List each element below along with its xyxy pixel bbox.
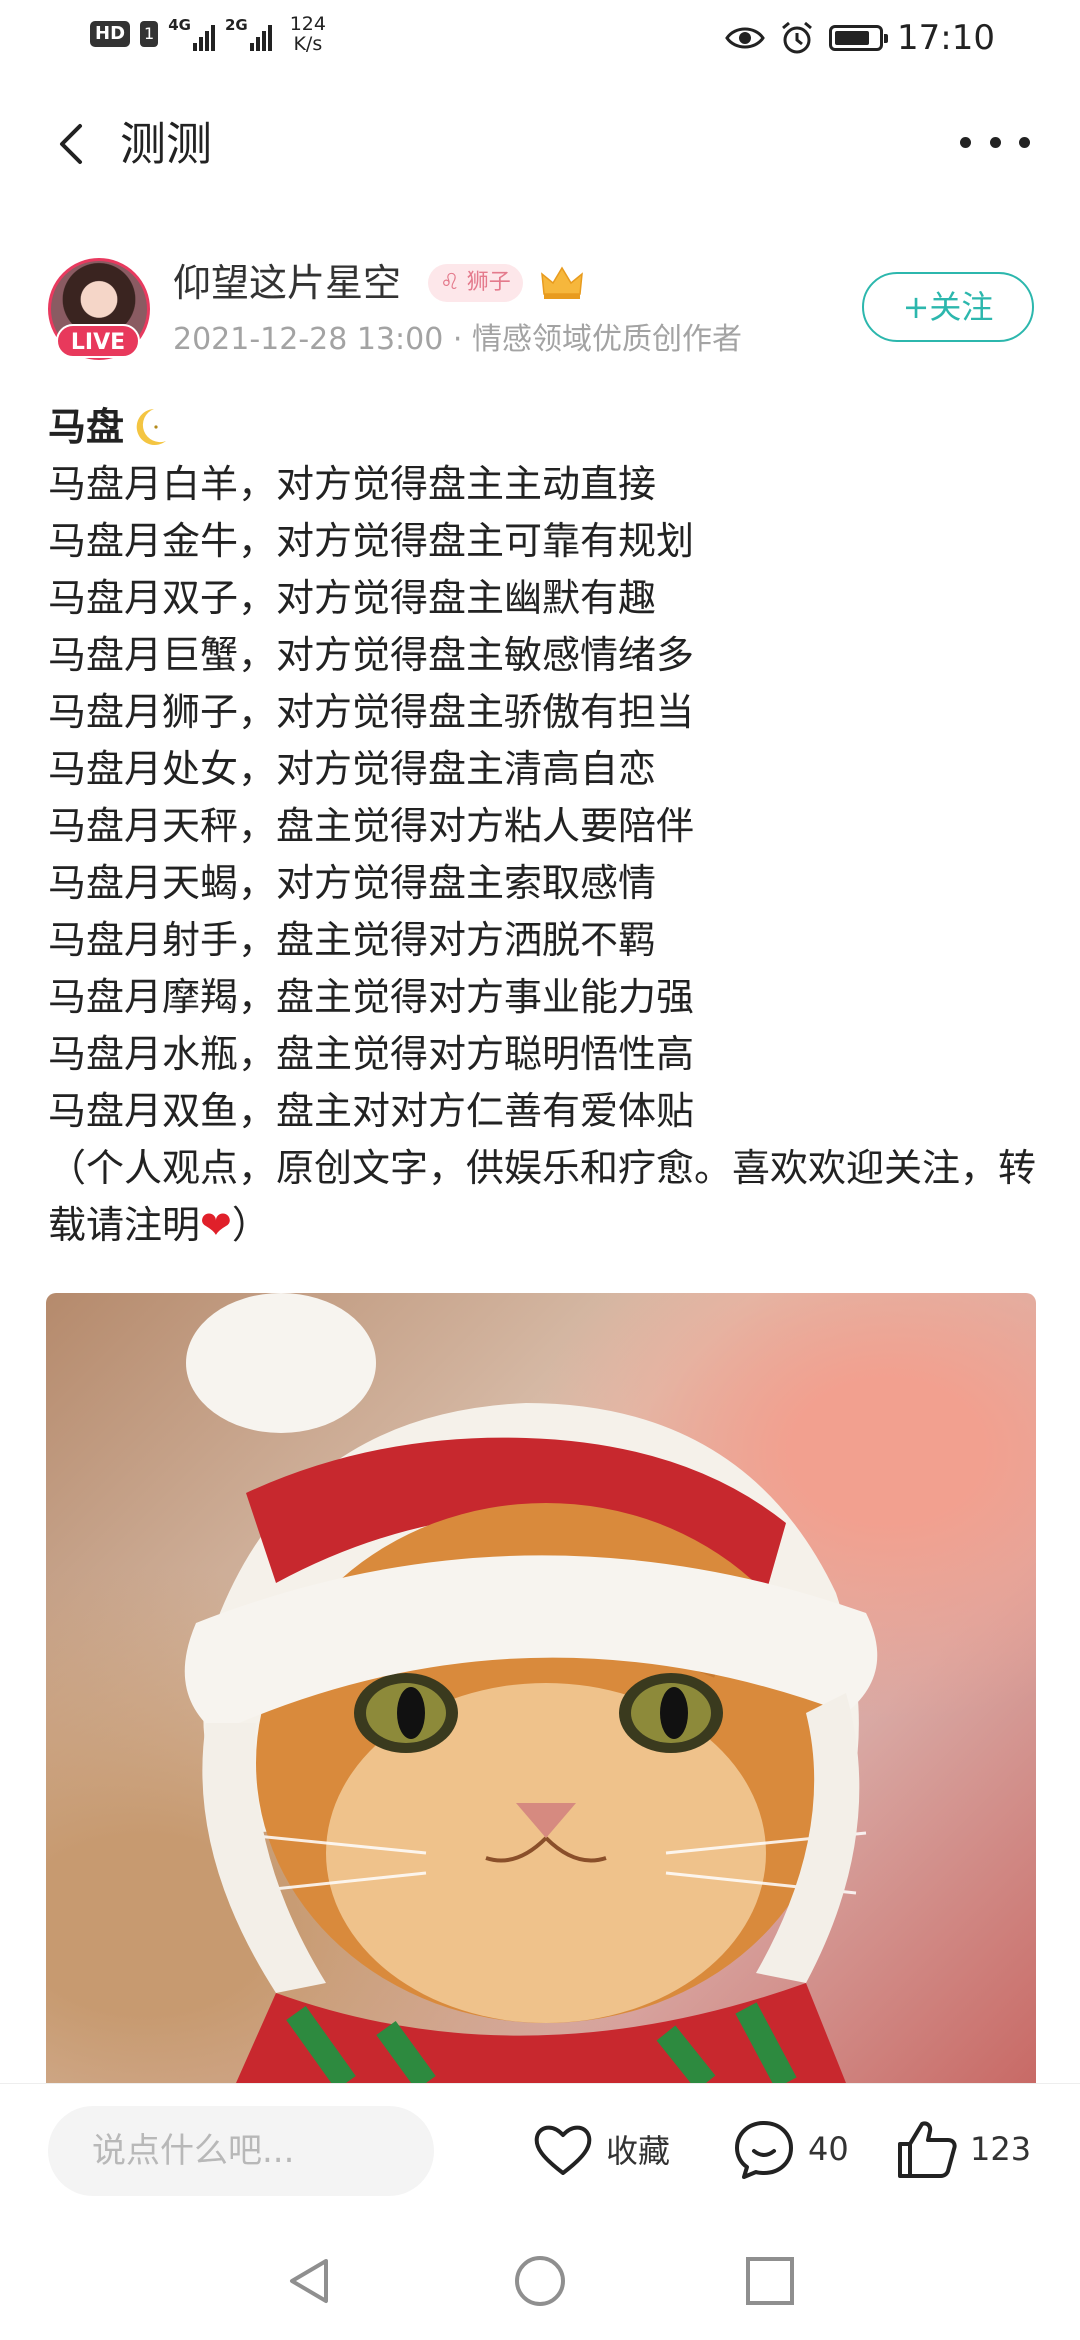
post-content: 马盘 马盘月白羊，对方觉得盘主主动直接 马盘月金牛，对方觉得盘主可靠有规划 马盘月双… (48, 398, 1038, 1254)
post-line: 马盘月狮子，对方觉得盘主骄傲有担当 (48, 690, 695, 734)
battery-icon (829, 25, 889, 51)
post-note: （个人观点，原创文字，供娱乐和疗愈。喜欢欢迎关注，转载请注明❤） (48, 1140, 1038, 1254)
post-line: 马盘月天蝎，对方觉得盘主索取感情 (48, 861, 657, 905)
clock: 17:10 (897, 18, 995, 58)
system-recents-icon[interactable] (742, 2253, 798, 2309)
favorite-button[interactable]: 收藏 (532, 2114, 670, 2184)
network-type: 4G (168, 16, 191, 34)
more-dots-icon (960, 136, 971, 148)
status-bar: HD 1 4G 2G 124 K/s 17:10 (0, 0, 1080, 80)
network-speed: 124 K/s (290, 14, 326, 54)
status-left: HD 1 4G 2G 124 K/s (90, 14, 326, 54)
back-button[interactable] (46, 114, 106, 174)
speed-value: 124 (289, 13, 326, 35)
like-count: 123 (970, 2130, 1032, 2168)
page-title: 测测 (120, 117, 212, 171)
post-line: 马盘月天秤，盘主觉得对方粘人要陪伴 (48, 804, 695, 848)
comment-button[interactable]: 40 (732, 2114, 849, 2184)
system-home-icon[interactable] (512, 2253, 568, 2309)
comment-count: 40 (808, 2130, 849, 2168)
avatar-wrap[interactable]: LIVE (48, 258, 150, 360)
comment-bubble-icon (735, 2121, 793, 2179)
crown-icon (541, 266, 583, 299)
post-title: 马盘 (48, 398, 1038, 456)
eye-icon (725, 27, 765, 49)
comment-input[interactable]: 说点什么吧... (48, 2106, 434, 2196)
post-line: 马盘月处女，对方觉得盘主清高自恋 (48, 747, 657, 791)
zodiac-tag: ♌ 狮子 (428, 264, 523, 302)
speed-unit: K/s (293, 33, 323, 55)
post-title-text: 马盘 (48, 405, 125, 449)
follow-button[interactable]: +关注 (862, 272, 1034, 342)
post-lines: 马盘月白羊，对方觉得盘主主动直接 马盘月金牛，对方觉得盘主可靠有规划 马盘月双子，对… (48, 456, 1038, 1140)
cat-photo (184, 1293, 878, 2083)
system-nav-bar (0, 2213, 1080, 2340)
post-image[interactable] (46, 1293, 1036, 2083)
heart-icon (534, 2125, 592, 2175)
crescent-moon-icon (136, 409, 167, 445)
author-header: LIVE 仰望这片星空 ♌ 狮子 2021-12-28 13:00 · 情感领域… (48, 258, 1034, 368)
post-line: 马盘月白羊，对方觉得盘主主动直接 (48, 462, 657, 506)
post-line: 马盘月射手，盘主觉得对方洒脱不羁 (48, 918, 657, 962)
signal-icon: 4G (168, 17, 215, 51)
post-note-end: ） (231, 1203, 270, 1247)
sim-badge: 1 (140, 21, 159, 47)
post-line: 马盘月巨蟹，对方觉得盘主敏感情绪多 (48, 633, 695, 677)
system-back-icon[interactable] (282, 2253, 338, 2309)
top-nav: 测测 (0, 100, 1080, 190)
heart-emoji: ❤ (200, 1203, 232, 1247)
post-line: 马盘月摩羯，盘主觉得对方事业能力强 (48, 975, 695, 1019)
post-line: 马盘月金牛，对方觉得盘主可靠有规划 (48, 519, 695, 563)
live-badge: LIVE (56, 324, 140, 358)
bottom-action-bar: 说点什么吧... 收藏 40 123 (0, 2083, 1080, 2214)
thumbs-up-icon (898, 2121, 957, 2178)
alarm-icon (782, 21, 812, 54)
post-line: 马盘月双子，对方觉得盘主幽默有趣 (48, 576, 657, 620)
favorite-label: 收藏 (606, 2132, 671, 2170)
battery-fill (835, 31, 870, 45)
network-type-2: 2G (224, 16, 248, 34)
post-line: 马盘月水瓶，盘主觉得对方聪明悟性高 (48, 1032, 695, 1076)
like-button[interactable]: 123 (896, 2114, 1031, 2184)
status-right: 17:10 (725, 18, 995, 58)
signal-icon-2: 2G (225, 17, 272, 51)
more-button[interactable] (960, 122, 1030, 162)
author-name[interactable]: 仰望这片星空 (173, 261, 402, 305)
more-dot-2 (989, 136, 1001, 148)
chevron-left-icon (60, 124, 82, 164)
post-line: 马盘月双鱼，盘主对对方仁善有爱体贴 (48, 1089, 695, 1133)
post-meta: 2021-12-28 13:00 · 情感领域优质创作者 (173, 322, 742, 357)
more-dot-3 (1019, 136, 1030, 148)
hd-badge: HD (90, 21, 131, 47)
post-note-text: （个人观点，原创文字，供娱乐和疗愈。喜欢欢迎关注，转载请注明 (48, 1146, 1037, 1247)
